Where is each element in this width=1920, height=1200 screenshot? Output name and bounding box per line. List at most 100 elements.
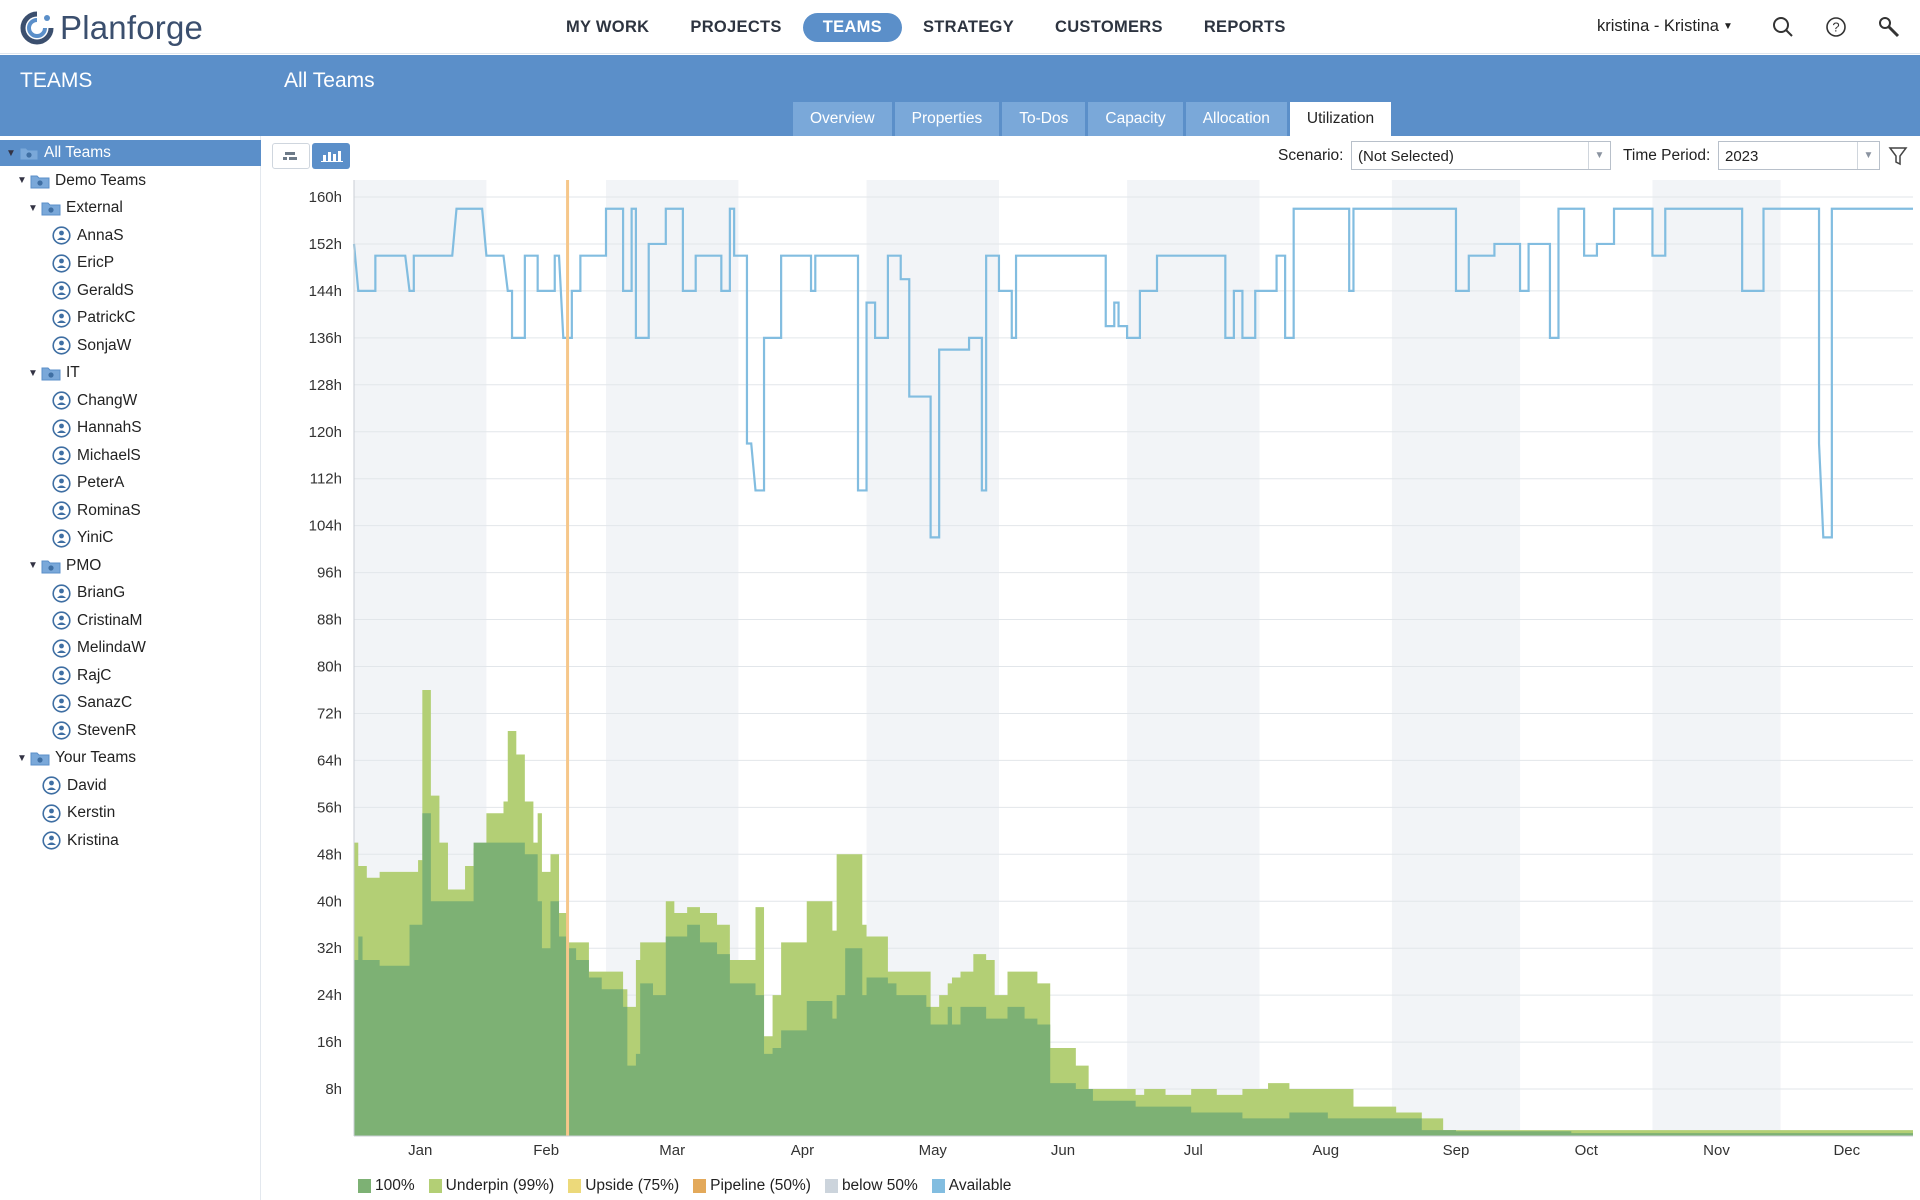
tree-member-sanazc[interactable]: SanazC	[0, 690, 132, 716]
y-tick-label: 16h	[317, 1034, 342, 1051]
tree-member-rominas[interactable]: RominaS	[0, 498, 141, 524]
tree-folder-external[interactable]: ▼ External	[0, 195, 123, 221]
tree-folder-all-teams[interactable]: ▼ All Teams	[0, 140, 261, 166]
x-tick-label: Jan	[408, 1142, 432, 1159]
time-period-select[interactable]: 2023 ▼	[1718, 141, 1880, 170]
tree-member-melindaw[interactable]: MelindaW	[0, 635, 146, 661]
x-tick-label: Aug	[1312, 1142, 1339, 1159]
expand-toggle-icon[interactable]: ▼	[6, 147, 16, 159]
tree-member-kerstin[interactable]: Kerstin	[0, 800, 115, 826]
app-logo[interactable]: Planforge	[20, 9, 203, 47]
month-band	[1391, 180, 1521, 1136]
expand-toggle-icon[interactable]: ▼	[28, 367, 38, 379]
scenario-select[interactable]: (Not Selected) ▼	[1351, 141, 1611, 170]
search-icon[interactable]	[1771, 15, 1795, 39]
expand-toggle-icon[interactable]: ▼	[17, 752, 27, 764]
tab-allocation[interactable]: Allocation	[1185, 102, 1287, 136]
tree-label: PatrickC	[77, 309, 136, 326]
legend-item-available[interactable]: Available	[931, 1177, 1011, 1195]
chevron-down-icon[interactable]: ▼	[1588, 142, 1610, 169]
tree-member-annas[interactable]: AnnaS	[0, 223, 124, 249]
tree-member-hannahs[interactable]: HannahS	[0, 415, 142, 441]
expand-toggle-icon[interactable]: ▼	[28, 560, 38, 571]
tree-label: MichaelS	[77, 446, 141, 464]
tree-member-michaels[interactable]: MichaelS	[0, 443, 141, 469]
tree-label: AnnaS	[77, 226, 124, 244]
settings-wrench-icon[interactable]	[1877, 15, 1901, 39]
view-tabs: Overview Properties To-Dos Capacity Allocati…	[793, 102, 1394, 136]
chart-legend: 100% Underpin (99%) Upside (75%) Pipeline (…	[358, 1177, 1025, 1195]
tree-member-changw[interactable]: ChangW	[0, 388, 137, 414]
main-nav: MY WORK PROJECTS TEAMS STRATEGY CUSTOMERS REP…	[546, 13, 1307, 42]
tree-label: PeterA	[77, 474, 125, 491]
expand-toggle-icon[interactable]: ▼	[28, 202, 38, 214]
team-folder-icon	[41, 558, 61, 574]
tree-label: HannahS	[77, 419, 142, 436]
legend-item-below-50[interactable]: below 50%	[824, 1177, 918, 1195]
nav-item-projects[interactable]: PROJECTS	[690, 18, 782, 36]
chevron-down-icon[interactable]: ▼	[1857, 142, 1879, 169]
tree-member-petera[interactable]: PeterA	[0, 470, 124, 496]
tree-label: Kerstin	[67, 804, 116, 821]
tree-member-briang[interactable]: BrianG	[0, 580, 125, 606]
tree-member-kristina[interactable]: Kristina	[0, 828, 119, 854]
legend-label: Underpin (99%)	[445, 1177, 555, 1194]
nav-item-my-work[interactable]: MY WORK	[566, 18, 650, 36]
help-icon[interactable]: ?	[1824, 15, 1848, 39]
tree-folder-your-teams[interactable]: ▼ Your Teams	[0, 745, 136, 771]
filter-icon[interactable]	[1888, 145, 1908, 167]
month-band	[866, 180, 999, 1136]
legend-swatch	[428, 1179, 442, 1193]
legend-item-pipeline-50[interactable]: Pipeline (50%)	[693, 1177, 811, 1195]
team-folder-icon	[30, 173, 50, 189]
tree-folder-pmo[interactable]: ▼ PMO	[0, 553, 101, 579]
team-folder-icon	[41, 365, 61, 381]
tree-member-stevenr[interactable]: StevenR	[0, 718, 136, 744]
x-tick-label: Dec	[1833, 1142, 1860, 1159]
tree-label: Demo Teams	[55, 171, 147, 189]
expand-toggle-icon[interactable]: ▼	[17, 175, 27, 186]
tab-utilization[interactable]: Utilization	[1289, 102, 1392, 136]
tree-member-rajc[interactable]: RajC	[0, 663, 111, 689]
tree-folder-it[interactable]: ▼ IT	[0, 360, 80, 386]
tab-capacity[interactable]: Capacity	[1088, 102, 1183, 136]
caret-down-icon: ▼	[1722, 21, 1733, 32]
tab-to-dos[interactable]: To-Dos	[1002, 102, 1086, 136]
tree-folder-demo-teams[interactable]: ▼ Demo Teams	[0, 168, 146, 194]
app-name: Planforge	[60, 9, 204, 46]
user-icon	[52, 391, 71, 410]
user-icon	[52, 693, 71, 713]
tree-member-ericp[interactable]: EricP	[0, 250, 114, 276]
tree-member-geralds[interactable]: GeraldS	[0, 278, 134, 304]
tree-member-cristinam[interactable]: CristinaM	[0, 608, 142, 634]
legend-item-underpin-99[interactable]: Underpin (99%)	[428, 1177, 555, 1195]
user-icon	[42, 803, 61, 823]
nav-item-customers[interactable]: CUSTOMERS	[1055, 18, 1163, 36]
y-tick-label: 64h	[317, 752, 342, 769]
gantt-view-button[interactable]	[272, 143, 310, 169]
tree-member-patrickc[interactable]: PatrickC	[0, 305, 136, 331]
tab-properties[interactable]: Properties	[894, 102, 1000, 136]
nav-item-strategy[interactable]: STRATEGY	[922, 18, 1014, 36]
tree-member-yinic[interactable]: YiniC	[0, 525, 113, 551]
chart-view-button[interactable]	[312, 143, 350, 169]
gantt-icon	[283, 152, 297, 160]
user-menu[interactable]: kristina - Kristina ▼	[1597, 17, 1733, 36]
legend-item-100[interactable]: 100%	[358, 1177, 415, 1195]
user-icon	[52, 308, 71, 328]
tree-label: David	[67, 776, 107, 794]
tree-member-sonjaw[interactable]: SonjaW	[0, 333, 131, 359]
team-folder-icon	[30, 750, 50, 766]
tree-label: All Teams	[44, 144, 111, 161]
tab-overview[interactable]: Overview	[793, 102, 892, 136]
nav-item-reports[interactable]: REPORTS	[1203, 18, 1286, 36]
legend-item-upside-75[interactable]: Upside (75%)	[568, 1177, 679, 1195]
x-tick-label: Jul	[1184, 1142, 1203, 1159]
user-label: kristina - Kristina	[1597, 17, 1719, 35]
tree-member-david[interactable]: David	[0, 773, 107, 799]
scenario-value: (Not Selected)	[1358, 148, 1454, 165]
tree-label: EricP	[77, 254, 115, 271]
y-tick-label: 104h	[309, 518, 342, 535]
nav-item-teams[interactable]: TEAMS	[802, 13, 902, 42]
x-tick-label: Sep	[1443, 1142, 1470, 1159]
